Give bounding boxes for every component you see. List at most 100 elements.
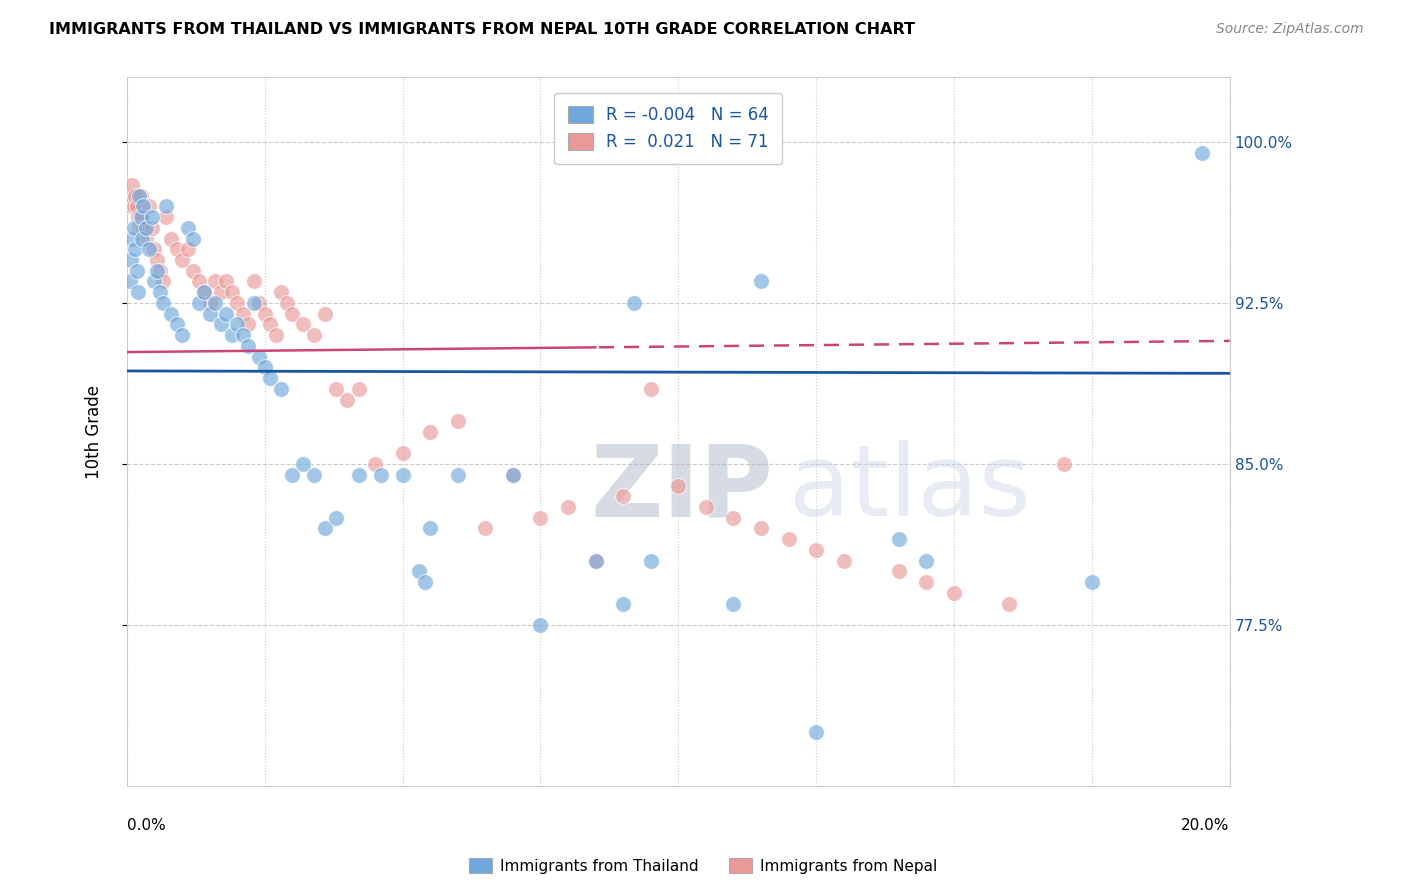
Point [166, 242, 188, 256]
Y-axis label: 10th Grade: 10th Grade [86, 384, 103, 479]
Point [447, 414, 470, 428]
Point [612, 489, 634, 503]
Point [232, 328, 254, 343]
Point [314, 307, 336, 321]
Point [585, 554, 607, 568]
Point [132, 220, 155, 235]
Point [447, 467, 470, 482]
Point [127, 285, 149, 300]
Point [209, 285, 232, 300]
Point [118, 275, 141, 289]
Point [122, 220, 145, 235]
Point [138, 242, 160, 256]
Point [138, 199, 160, 213]
Point [804, 543, 827, 558]
Point [264, 328, 287, 343]
Point [226, 318, 249, 332]
Point [778, 532, 800, 546]
Point [413, 575, 436, 590]
Point [270, 285, 292, 300]
Point [1053, 457, 1076, 471]
Point [209, 318, 232, 332]
Point [832, 554, 855, 568]
Point [155, 199, 177, 213]
Text: 20.0%: 20.0% [1181, 818, 1230, 833]
Point [391, 467, 413, 482]
Point [121, 178, 143, 192]
Point [204, 296, 226, 310]
Point [193, 285, 215, 300]
Point [364, 457, 387, 471]
Point [281, 307, 304, 321]
Legend: Immigrants from Thailand, Immigrants from Nepal: Immigrants from Thailand, Immigrants fro… [463, 852, 943, 880]
Point [623, 296, 645, 310]
Point [135, 231, 157, 245]
Point [170, 328, 193, 343]
Point [204, 275, 226, 289]
Point [804, 725, 827, 739]
Text: atlas: atlas [789, 440, 1031, 537]
Point [247, 350, 270, 364]
Point [146, 264, 169, 278]
Point [640, 382, 662, 396]
Point [749, 521, 772, 535]
Point [152, 296, 174, 310]
Point [276, 296, 298, 310]
Point [887, 565, 910, 579]
Point [281, 467, 304, 482]
Point [149, 285, 172, 300]
Point [124, 242, 146, 256]
Point [474, 521, 496, 535]
Point [314, 521, 336, 535]
Point [529, 618, 551, 632]
Text: IMMIGRANTS FROM THAILAND VS IMMIGRANTS FROM NEPAL 10TH GRADE CORRELATION CHART: IMMIGRANTS FROM THAILAND VS IMMIGRANTS F… [49, 22, 915, 37]
Point [232, 307, 254, 321]
Point [915, 575, 938, 590]
Point [152, 275, 174, 289]
Point [998, 597, 1021, 611]
Text: Source: ZipAtlas.com: Source: ZipAtlas.com [1216, 22, 1364, 37]
Point [146, 252, 169, 267]
Point [247, 296, 270, 310]
Point [242, 296, 264, 310]
Point [221, 328, 243, 343]
Point [292, 457, 315, 471]
Point [221, 285, 243, 300]
Point [259, 371, 281, 385]
Point [198, 307, 221, 321]
Point [187, 275, 209, 289]
Point [347, 467, 370, 482]
Point [259, 318, 281, 332]
Point [128, 220, 150, 235]
Point [127, 210, 149, 224]
Point [270, 382, 292, 396]
Point [585, 554, 607, 568]
Point [943, 586, 966, 600]
Point [129, 188, 152, 202]
Point [215, 275, 238, 289]
Point [242, 275, 264, 289]
Point [502, 467, 524, 482]
Point [749, 275, 772, 289]
Point [176, 220, 198, 235]
Point [131, 231, 153, 245]
Point [166, 318, 188, 332]
Point [176, 242, 198, 256]
Point [149, 264, 172, 278]
Point [325, 510, 347, 524]
Point [143, 275, 166, 289]
Text: 0.0%: 0.0% [127, 818, 166, 833]
Point [143, 242, 166, 256]
Point [347, 382, 370, 396]
Point [529, 510, 551, 524]
Point [155, 210, 177, 224]
Point [181, 264, 204, 278]
Point [1081, 575, 1104, 590]
Point [391, 446, 413, 460]
Point [128, 188, 150, 202]
Point [695, 500, 717, 514]
Point [215, 307, 238, 321]
Point [419, 521, 441, 535]
Point [370, 467, 392, 482]
Point [120, 252, 142, 267]
